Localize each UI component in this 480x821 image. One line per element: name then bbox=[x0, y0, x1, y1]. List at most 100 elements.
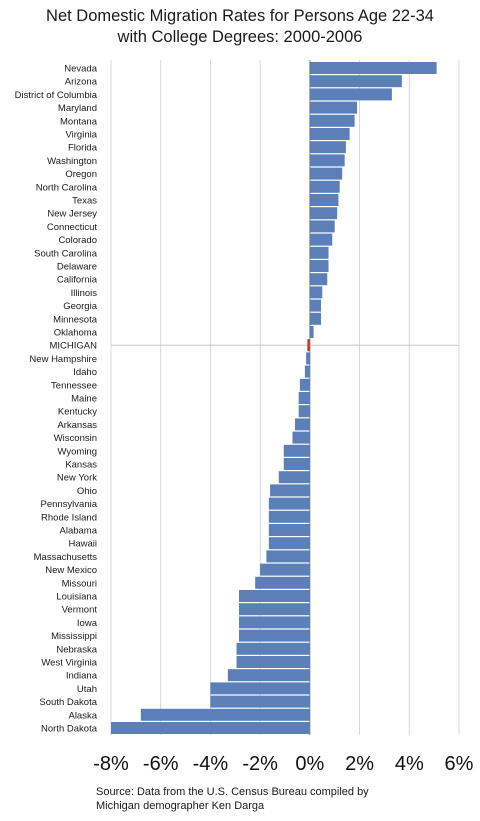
bar bbox=[306, 352, 310, 365]
bar bbox=[309, 246, 329, 259]
bar bbox=[309, 233, 333, 246]
category-label: Kansas bbox=[65, 460, 97, 471]
bar bbox=[309, 75, 402, 88]
bar bbox=[309, 154, 345, 167]
bar bbox=[309, 299, 322, 312]
bar bbox=[299, 378, 310, 391]
bar bbox=[227, 669, 310, 682]
category-label: New Jersey bbox=[47, 209, 97, 220]
x-tick-label: -6% bbox=[143, 753, 179, 775]
category-label: Iowa bbox=[77, 618, 98, 629]
bar bbox=[309, 167, 343, 180]
category-label: Indiana bbox=[66, 671, 98, 682]
x-tick-label: 2% bbox=[345, 753, 374, 775]
source-note: Source: Data from the U.S. Census Bureau… bbox=[96, 785, 456, 813]
bar bbox=[236, 642, 310, 655]
category-label: Montana bbox=[60, 116, 98, 127]
category-label: Arkansas bbox=[57, 420, 97, 431]
category-label: Mississippi bbox=[51, 631, 97, 642]
bar bbox=[239, 616, 310, 629]
category-label: Tennessee bbox=[51, 380, 97, 391]
category-label: District of Columbia bbox=[15, 90, 98, 101]
category-label: Louisiana bbox=[56, 592, 97, 603]
category-label: Maryland bbox=[58, 103, 97, 114]
category-label: Connecticut bbox=[47, 222, 98, 233]
bar bbox=[309, 260, 329, 272]
source-line-2: Michigan demographer Ken Darga bbox=[96, 800, 265, 812]
category-label: Arizona bbox=[65, 77, 98, 88]
category-label: Illinois bbox=[71, 288, 98, 299]
bar bbox=[236, 656, 310, 668]
bar bbox=[298, 405, 310, 418]
bar bbox=[140, 708, 310, 721]
bar bbox=[268, 497, 310, 510]
bar bbox=[309, 207, 338, 220]
bar bbox=[309, 194, 339, 206]
category-label: Ohio bbox=[77, 486, 97, 497]
category-label: Wyoming bbox=[57, 446, 97, 457]
bar bbox=[260, 563, 310, 576]
category-label: New York bbox=[57, 473, 97, 484]
bar bbox=[292, 431, 310, 444]
bar-highlight bbox=[307, 339, 310, 352]
bar bbox=[309, 114, 355, 127]
category-label: Nevada bbox=[64, 64, 97, 75]
bar bbox=[304, 365, 310, 378]
bar bbox=[309, 128, 350, 140]
bar bbox=[309, 273, 328, 286]
x-tick-label: -8% bbox=[93, 753, 129, 775]
category-label: Hawaii bbox=[68, 539, 97, 550]
bar bbox=[268, 537, 310, 550]
bar bbox=[266, 550, 310, 563]
bar bbox=[283, 444, 310, 457]
category-label: Nebraska bbox=[56, 644, 97, 655]
x-tick-label: -4% bbox=[193, 753, 229, 775]
category-label: Massachusetts bbox=[34, 552, 98, 563]
category-label: Florida bbox=[68, 143, 98, 154]
x-tick-label: 0% bbox=[295, 753, 324, 775]
bar bbox=[283, 458, 310, 470]
bar bbox=[309, 180, 340, 193]
bar bbox=[309, 286, 323, 299]
bar bbox=[270, 484, 310, 497]
category-label: Utah bbox=[77, 684, 97, 695]
category-label: Delaware bbox=[57, 262, 97, 273]
category-label: Kentucky bbox=[58, 407, 97, 418]
bar bbox=[210, 682, 310, 695]
category-label: South Dakota bbox=[39, 697, 97, 708]
category-label: Idaho bbox=[73, 367, 97, 378]
bar bbox=[239, 629, 310, 642]
bar bbox=[268, 510, 310, 523]
category-label: West Virginia bbox=[41, 658, 97, 669]
category-label: Virginia bbox=[65, 130, 97, 141]
bar bbox=[309, 101, 358, 114]
category-label: Oregon bbox=[65, 169, 97, 180]
category-label: North Carolina bbox=[36, 182, 98, 193]
bar bbox=[268, 524, 310, 536]
category-label: Rhode Island bbox=[41, 512, 97, 523]
category-label: MICHIGAN bbox=[50, 341, 98, 352]
category-label: South Carolina bbox=[34, 248, 98, 259]
category-label: Wisconsin bbox=[54, 433, 97, 444]
category-label: Georgia bbox=[63, 301, 98, 312]
bar bbox=[309, 220, 335, 233]
category-label: Alaska bbox=[68, 710, 97, 721]
source-line-1: Source: Data from the U.S. Census Bureau… bbox=[96, 786, 369, 798]
bar bbox=[278, 471, 310, 484]
bar bbox=[309, 312, 322, 325]
category-label: North Dakota bbox=[41, 724, 98, 735]
bar bbox=[239, 603, 310, 616]
chart-title-line-1: Net Domestic Migration Rates for Persons… bbox=[46, 7, 434, 25]
category-label: Alabama bbox=[60, 526, 98, 537]
chart-title: Net Domestic Migration Rates for Persons… bbox=[0, 6, 480, 48]
category-label: Colorado bbox=[58, 235, 97, 246]
category-label: Texas bbox=[72, 196, 97, 207]
bar bbox=[239, 590, 310, 602]
category-label: Oklahoma bbox=[54, 328, 98, 339]
category-label: Vermont bbox=[62, 605, 98, 616]
category-label: New Mexico bbox=[45, 565, 97, 576]
x-tick-label: 6% bbox=[445, 753, 474, 775]
x-tick-label: -2% bbox=[242, 753, 278, 775]
bar bbox=[309, 141, 346, 154]
